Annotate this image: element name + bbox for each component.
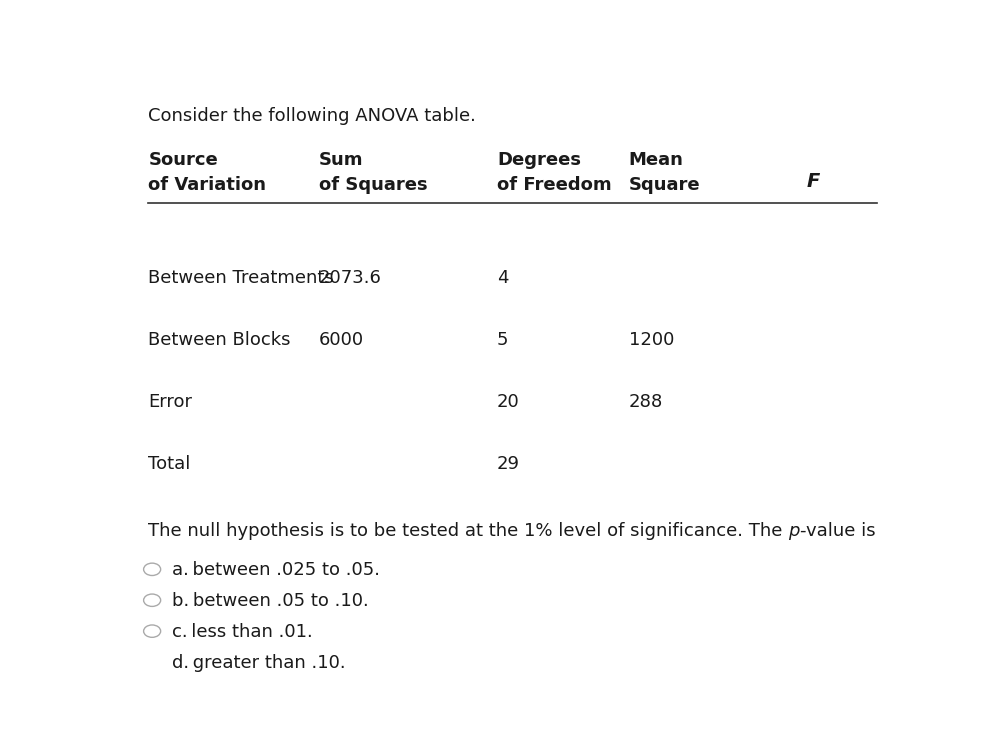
- Text: Source: Source: [148, 151, 218, 169]
- Text: of Freedom: of Freedom: [497, 177, 612, 194]
- Text: 6000: 6000: [319, 331, 364, 349]
- Text: a. between .025 to .05.: a. between .025 to .05.: [172, 561, 380, 580]
- Text: Mean: Mean: [629, 151, 684, 169]
- Text: The null hypothesis is to be tested at the 1% level of significance. The: The null hypothesis is to be tested at t…: [148, 522, 788, 540]
- Text: Between Treatments: Between Treatments: [148, 269, 334, 287]
- Text: Square: Square: [629, 177, 700, 194]
- Text: b. between .05 to .10.: b. between .05 to .10.: [172, 592, 369, 610]
- Text: 1200: 1200: [629, 331, 674, 349]
- Text: d. greater than .10.: d. greater than .10.: [172, 654, 346, 672]
- Text: Between Blocks: Between Blocks: [148, 331, 291, 349]
- Text: Sum: Sum: [319, 151, 363, 169]
- Text: 29: 29: [497, 455, 520, 472]
- Text: 4: 4: [497, 269, 509, 287]
- Text: of Squares: of Squares: [319, 177, 427, 194]
- Text: 5: 5: [497, 331, 509, 349]
- Text: F: F: [807, 172, 820, 191]
- Text: 20: 20: [497, 393, 520, 411]
- Text: p: p: [788, 522, 800, 540]
- Text: 288: 288: [629, 393, 663, 411]
- Text: Error: Error: [148, 393, 192, 411]
- Text: 2073.6: 2073.6: [319, 269, 382, 287]
- Text: Total: Total: [148, 455, 191, 472]
- Text: of Variation: of Variation: [148, 177, 266, 194]
- Text: Degrees: Degrees: [497, 151, 581, 169]
- Text: c. less than .01.: c. less than .01.: [172, 623, 313, 641]
- Text: Consider the following ANOVA table.: Consider the following ANOVA table.: [148, 107, 476, 126]
- Text: -value is: -value is: [800, 522, 875, 540]
